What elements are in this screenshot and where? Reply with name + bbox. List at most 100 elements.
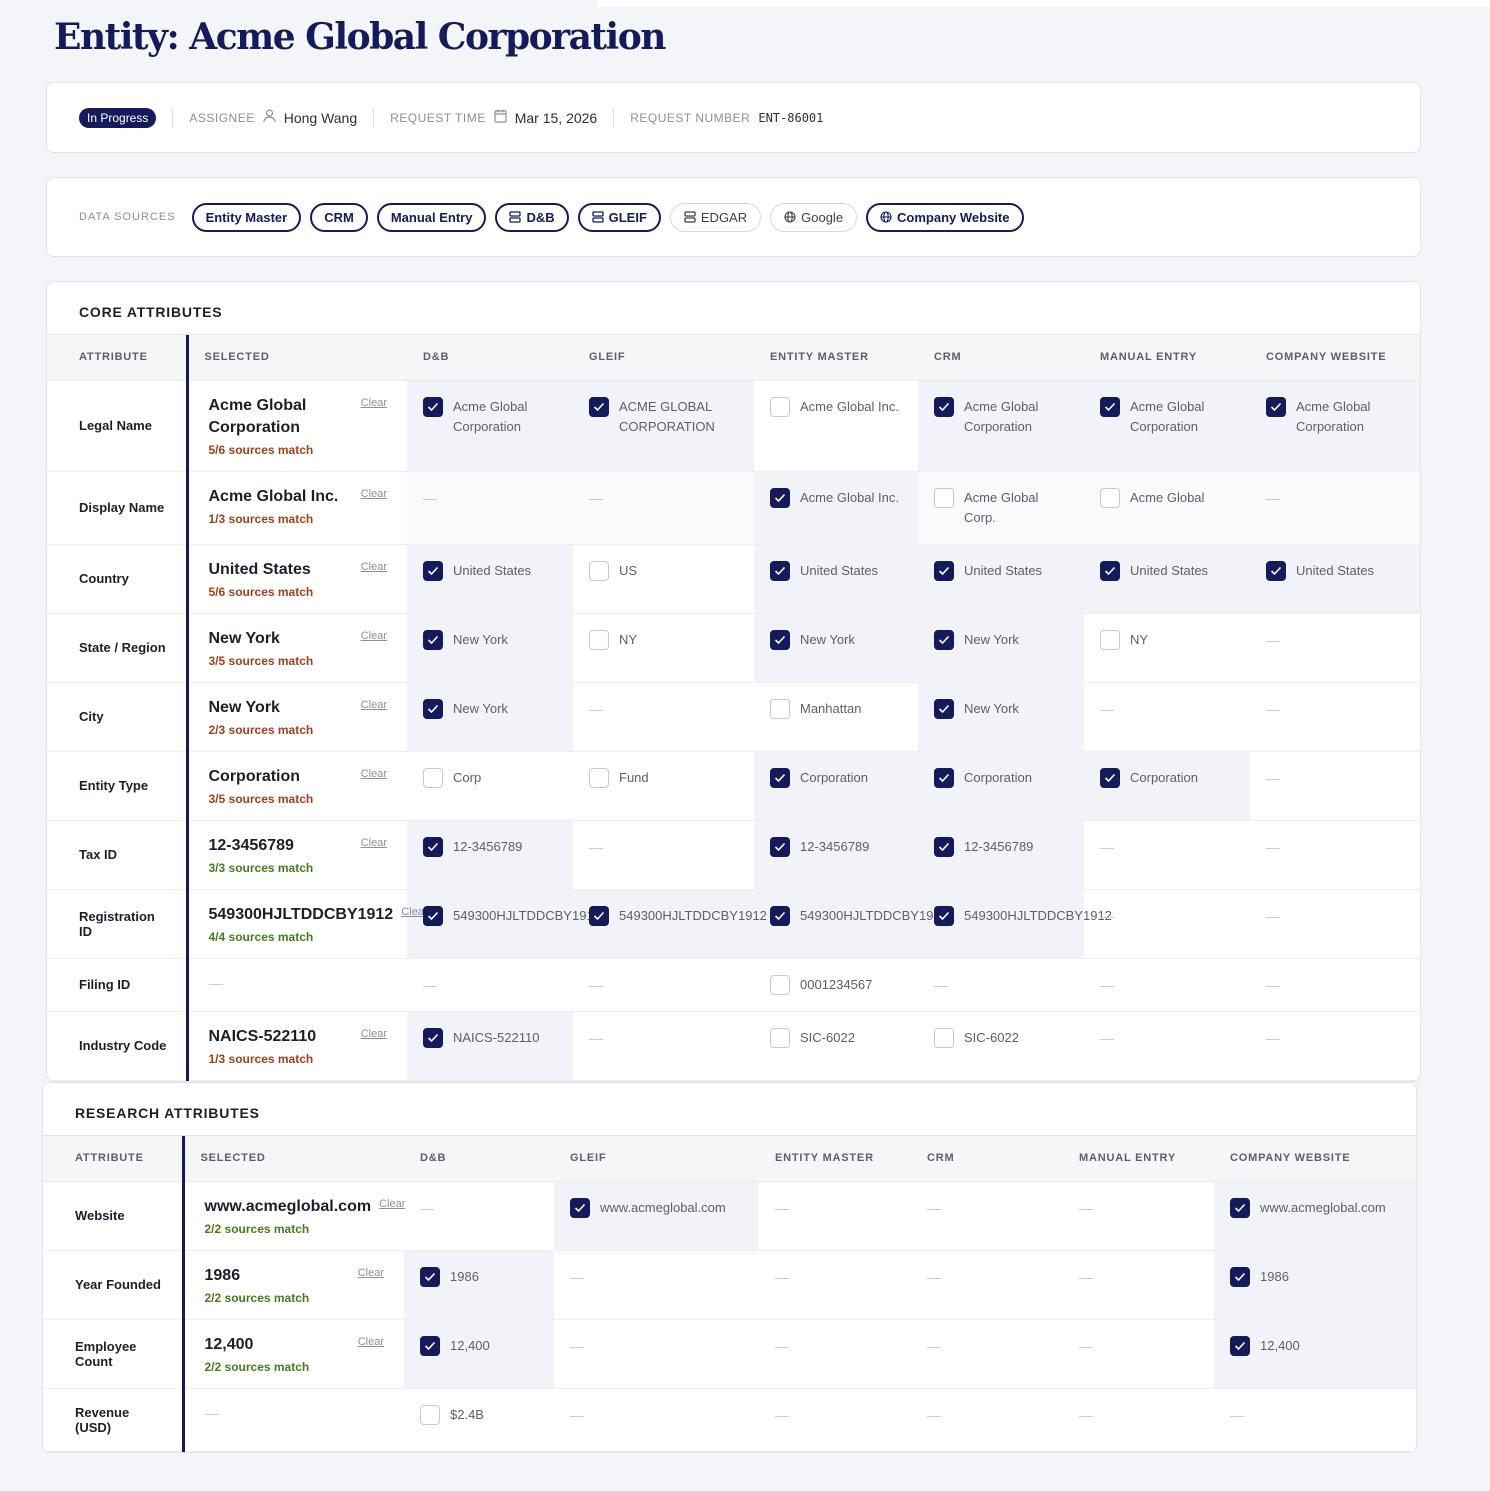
source-cell[interactable]: Acme Global Corporation — [407, 380, 573, 472]
checkbox-checked[interactable] — [770, 560, 790, 581]
checkbox-checked[interactable] — [423, 905, 443, 926]
source-cell[interactable]: New York — [918, 682, 1084, 752]
source-cell[interactable]: US — [573, 544, 754, 614]
source-cell[interactable]: Acme Global Inc. — [754, 380, 918, 472]
source-chip-manual-entry[interactable]: Manual Entry — [376, 202, 487, 232]
source-cell[interactable]: 549300HJLTDDCBY1912 — [754, 889, 948, 959]
checkbox-checked[interactable] — [423, 560, 443, 581]
checkbox-checked[interactable] — [770, 767, 790, 788]
checkbox-checked[interactable] — [934, 905, 954, 926]
source-cell[interactable]: NY — [1084, 613, 1250, 683]
source-option[interactable]: New York — [770, 629, 902, 650]
source-option[interactable]: New York — [934, 698, 1068, 719]
source-cell[interactable]: United States — [918, 544, 1084, 614]
clear-button[interactable]: Clear — [360, 487, 387, 500]
source-option[interactable]: Acme Global Corporation — [1100, 396, 1234, 437]
source-cell[interactable]: 12,400 — [1214, 1319, 1416, 1389]
checkbox-checked[interactable] — [770, 487, 790, 508]
clear-button[interactable]: Clear — [379, 1197, 406, 1210]
checkbox-checked[interactable] — [934, 698, 954, 719]
source-option[interactable]: Acme Global Corporation — [934, 396, 1068, 437]
checkbox-checked[interactable] — [934, 560, 954, 581]
source-option[interactable]: US — [589, 560, 738, 581]
source-chip-crm[interactable]: CRM — [310, 202, 368, 232]
source-option[interactable]: Corporation — [770, 767, 902, 788]
source-option[interactable]: United States — [1266, 560, 1406, 581]
source-option[interactable]: 12-3456789 — [934, 836, 1068, 857]
source-option[interactable]: New York — [934, 629, 1068, 650]
source-chip-company-website[interactable]: Company Website — [866, 202, 1024, 232]
source-option[interactable]: Corporation — [1100, 767, 1234, 788]
source-cell[interactable]: Acme Global — [1084, 471, 1250, 545]
source-cell[interactable]: United States — [407, 544, 573, 614]
checkbox-unchecked[interactable] — [770, 974, 790, 995]
source-cell[interactable]: Corp — [407, 751, 573, 821]
source-cell[interactable]: SIC-6022 — [754, 1011, 918, 1081]
clear-button[interactable]: Clear — [360, 767, 387, 780]
checkbox-checked[interactable] — [420, 1335, 440, 1356]
source-chip-edgar[interactable]: EDGAR — [669, 202, 762, 232]
checkbox-checked[interactable] — [1100, 396, 1120, 417]
source-chip-google[interactable]: Google — [770, 202, 858, 232]
source-cell[interactable]: 0001234567 — [754, 958, 918, 1012]
checkbox-checked[interactable] — [589, 905, 609, 926]
checkbox-checked[interactable] — [423, 836, 443, 857]
source-option[interactable]: NY — [589, 629, 738, 650]
source-option[interactable]: SIC-6022 — [934, 1027, 1068, 1048]
checkbox-checked[interactable] — [423, 698, 443, 719]
source-option[interactable]: Fund — [589, 767, 738, 788]
source-option[interactable]: 12-3456789 — [770, 836, 902, 857]
checkbox-unchecked[interactable] — [934, 1027, 954, 1048]
checkbox-unchecked[interactable] — [770, 698, 790, 719]
source-option[interactable]: Acme Global — [1100, 487, 1234, 508]
checkbox-checked[interactable] — [1266, 396, 1286, 417]
source-cell[interactable]: Corporation — [754, 751, 918, 821]
source-cell[interactable]: New York — [754, 613, 918, 683]
checkbox-unchecked[interactable] — [420, 1404, 440, 1425]
source-cell[interactable]: $2.4B — [404, 1388, 554, 1452]
checkbox-checked[interactable] — [1230, 1335, 1250, 1356]
source-cell[interactable]: 1986 — [404, 1250, 554, 1320]
checkbox-checked[interactable] — [934, 767, 954, 788]
source-cell[interactable]: Fund — [573, 751, 754, 821]
source-cell[interactable]: www.acmeglobal.com — [1214, 1181, 1416, 1251]
source-option[interactable]: Corp — [423, 767, 557, 788]
source-option[interactable]: Corporation — [934, 767, 1068, 788]
source-cell[interactable]: New York — [407, 613, 573, 683]
checkbox-checked[interactable] — [770, 905, 790, 926]
source-chip-gleif[interactable]: GLEIF — [577, 202, 661, 232]
source-cell[interactable]: Acme Global Corporation — [1084, 380, 1250, 472]
source-option[interactable]: www.acmeglobal.com — [1230, 1197, 1402, 1218]
source-cell[interactable]: New York — [407, 682, 573, 752]
source-option[interactable]: 12,400 — [420, 1335, 538, 1356]
source-cell[interactable]: 12-3456789 — [754, 820, 918, 890]
checkbox-unchecked[interactable] — [1100, 629, 1120, 650]
checkbox-checked[interactable] — [1100, 767, 1120, 788]
source-option[interactable]: 549300HJLTDDCBY1912 — [934, 905, 1112, 926]
checkbox-unchecked[interactable] — [1100, 487, 1120, 508]
source-option[interactable]: 1986 — [1230, 1266, 1402, 1287]
source-option[interactable]: NAICS-522110 — [423, 1027, 557, 1048]
checkbox-checked[interactable] — [423, 396, 443, 417]
checkbox-checked[interactable] — [1100, 560, 1120, 581]
checkbox-unchecked[interactable] — [589, 767, 609, 788]
source-cell[interactable]: Corporation — [918, 751, 1084, 821]
source-option[interactable]: United States — [934, 560, 1068, 581]
source-option[interactable]: Acme Global Corp. — [934, 487, 1068, 528]
clear-button[interactable]: Clear — [360, 560, 387, 573]
source-cell[interactable]: www.acmeglobal.com — [554, 1181, 759, 1251]
source-cell[interactable]: Acme Global Corporation — [1250, 380, 1420, 472]
checkbox-checked[interactable] — [770, 629, 790, 650]
clear-button[interactable]: Clear — [357, 1266, 384, 1279]
source-cell[interactable]: 12-3456789 — [918, 820, 1084, 890]
source-option[interactable]: $2.4B — [420, 1404, 538, 1425]
source-option[interactable]: www.acmeglobal.com — [570, 1197, 743, 1218]
source-cell[interactable]: United States — [754, 544, 918, 614]
source-option[interactable]: United States — [770, 560, 902, 581]
source-cell[interactable]: Manhattan — [754, 682, 918, 752]
checkbox-checked[interactable] — [423, 1027, 443, 1048]
clear-button[interactable]: Clear — [360, 698, 387, 711]
source-option[interactable]: United States — [1100, 560, 1234, 581]
clear-button[interactable]: Clear — [360, 1027, 387, 1040]
source-option[interactable]: 0001234567 — [770, 974, 902, 995]
